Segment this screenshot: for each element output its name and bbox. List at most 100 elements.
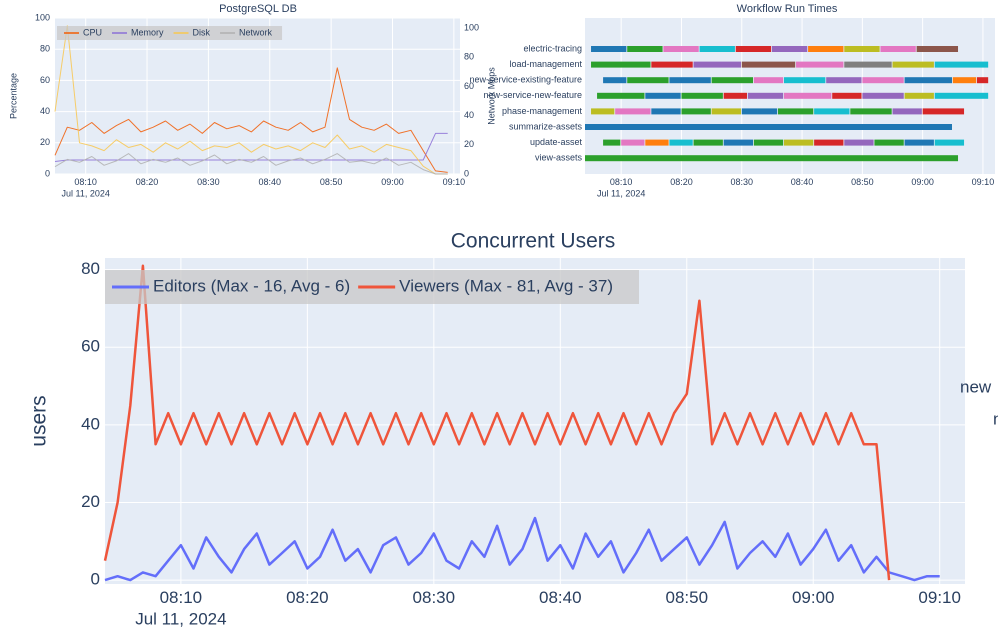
run-segment [753, 139, 784, 146]
category-label: summarize-assets [509, 121, 583, 131]
category-label: new-service-existing-feature [469, 75, 582, 85]
run-segment [627, 46, 663, 52]
legend-label: CPU [83, 27, 102, 37]
x-tick-label: 08:10 [74, 177, 97, 187]
run-segment [651, 61, 693, 68]
y2-tick-label: 100 [464, 23, 479, 33]
x-tick-label: 09:00 [381, 177, 404, 187]
legend-label: Viewers (Max - 81, Avg - 37) [399, 276, 613, 295]
legend-label: Network [239, 27, 273, 37]
y-axis-title: users [28, 395, 51, 446]
chart-title: Workflow Run Times [737, 3, 838, 15]
y2-tick-label: 80 [464, 52, 474, 62]
series-line [54, 67, 448, 173]
run-segment [591, 61, 651, 68]
series-line [54, 25, 448, 175]
run-segment [699, 46, 735, 52]
run-segment [681, 92, 723, 99]
run-segment [723, 139, 754, 146]
y2-tick-label: 0 [464, 168, 469, 178]
run-segment [783, 139, 814, 146]
x-tick-label: 08:20 [136, 177, 159, 187]
run-segment [814, 139, 844, 146]
x-tick-label: 08:20 [286, 588, 329, 607]
run-segment [771, 46, 808, 52]
run-segment [844, 61, 892, 68]
run-segment [669, 139, 693, 146]
annotation: new [960, 377, 992, 396]
run-segment [796, 61, 844, 68]
x-tick-label: 08:30 [413, 588, 456, 607]
series-line [104, 516, 940, 582]
run-segment [735, 46, 772, 52]
run-segment [808, 46, 844, 52]
legend-label: Editors (Max - 16, Avg - 6) [153, 276, 350, 295]
category-label: new-service-new-feature [483, 90, 582, 100]
run-segment [844, 46, 880, 52]
run-segment [645, 92, 681, 99]
legend-background [57, 26, 283, 40]
run-segment [753, 77, 784, 84]
y-tick-label: 20 [81, 492, 100, 511]
y2-tick-label: 40 [464, 110, 474, 120]
x-tick-label: 09:10 [443, 177, 466, 187]
category-label: update-asset [530, 137, 583, 147]
run-segment [777, 108, 814, 115]
run-segment [615, 108, 651, 115]
run-segment [711, 108, 741, 115]
x-tick-label: 08:40 [259, 177, 282, 187]
run-segment [585, 155, 959, 162]
y-tick-label: 60 [40, 75, 50, 85]
y-tick-label: 0 [91, 570, 100, 589]
run-segment [862, 92, 904, 99]
run-segment [952, 77, 977, 84]
run-segment [603, 77, 627, 84]
plot-background [105, 258, 965, 584]
run-segment [934, 92, 989, 99]
run-segment [814, 108, 850, 115]
x-tick-label: 09:00 [911, 177, 934, 187]
run-segment [832, 92, 862, 99]
run-segment [892, 61, 934, 68]
run-segment [904, 139, 934, 146]
x-tick-label: 08:30 [730, 177, 753, 187]
run-segment [922, 108, 965, 115]
x-date-label: Jul 11, 2024 [135, 609, 226, 628]
run-segment [585, 124, 952, 130]
run-segment [934, 61, 989, 68]
run-segment [591, 46, 627, 52]
y2-tick-label: 20 [464, 139, 474, 149]
x-date-label: Jul 11, 2024 [597, 188, 645, 198]
run-segment [934, 139, 965, 146]
y-tick-label: 40 [40, 106, 50, 116]
y-tick-label: 80 [81, 259, 100, 278]
y-tick-label: 0 [45, 168, 50, 178]
run-segment [663, 46, 699, 52]
run-segment [723, 92, 747, 99]
run-segment [693, 61, 741, 68]
x-tick-label: 08:50 [320, 177, 343, 187]
run-segment [916, 46, 959, 52]
series-line [54, 153, 448, 175]
x-date-label: Jul 11, 2024 [61, 188, 109, 198]
run-segment [862, 77, 904, 84]
x-tick-label: 08:20 [670, 177, 693, 187]
run-segment [711, 77, 754, 84]
y-tick-label: 60 [81, 337, 100, 356]
annotation: n [993, 409, 998, 428]
chart-title: Concurrent Users [451, 230, 616, 253]
run-segment [892, 108, 922, 115]
run-segment [783, 92, 832, 99]
x-tick-label: 09:10 [918, 588, 961, 607]
legend-label: Memory [131, 27, 164, 37]
y2-axis-title: Network Mbps [486, 67, 496, 125]
x-tick-label: 08:10 [160, 588, 203, 607]
run-segment [591, 108, 615, 115]
run-segment [627, 77, 669, 84]
run-segment [681, 108, 711, 115]
run-segment [669, 77, 711, 84]
run-segment [645, 139, 669, 146]
x-tick-label: 08:50 [851, 177, 874, 187]
run-segment [597, 92, 645, 99]
category-label: view-assets [535, 153, 583, 163]
